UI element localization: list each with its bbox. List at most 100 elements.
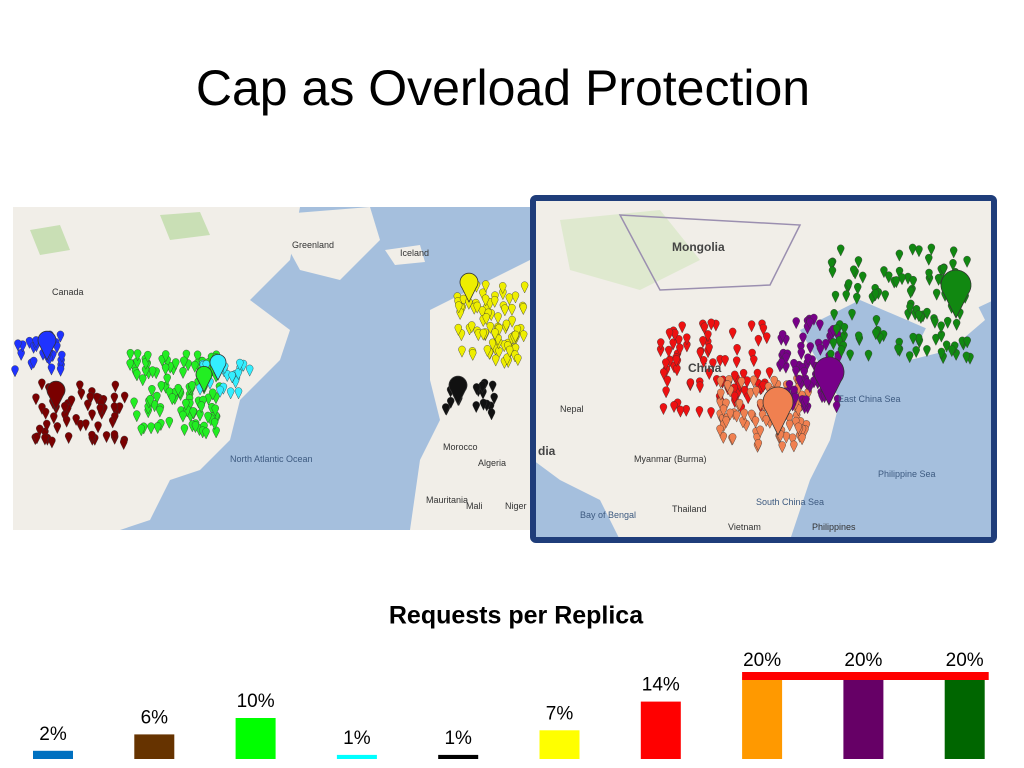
marker	[88, 430, 96, 443]
map-label: Niger	[505, 501, 527, 511]
bar-value-label: 20%	[743, 650, 781, 671]
marker	[754, 334, 763, 347]
marker	[705, 343, 713, 356]
marker	[11, 365, 19, 378]
marker	[14, 339, 22, 352]
marker	[792, 317, 800, 330]
marker	[64, 432, 73, 445]
marker	[717, 388, 725, 401]
marker	[154, 422, 162, 435]
map-label: Bay of Bengal	[580, 510, 636, 520]
replica-markers	[11, 243, 974, 454]
map-label: Myanmar (Burma)	[634, 454, 707, 464]
marker	[737, 376, 746, 389]
marker	[210, 418, 219, 431]
marker	[162, 350, 170, 363]
marker	[704, 330, 712, 343]
marker	[707, 318, 715, 331]
marker	[492, 354, 500, 367]
marker	[228, 371, 236, 384]
marker	[245, 364, 254, 377]
marker	[120, 391, 129, 404]
marker	[172, 358, 180, 371]
marker	[130, 397, 138, 410]
bar-value-label: 14%	[642, 675, 680, 696]
marker	[447, 397, 455, 409]
marker	[180, 424, 189, 437]
marker	[156, 405, 164, 418]
marker	[211, 404, 219, 417]
marker	[785, 380, 794, 392]
marker	[137, 424, 145, 437]
map-label: dia	[538, 444, 556, 458]
marker	[952, 318, 961, 331]
marker	[925, 253, 933, 266]
marker	[494, 312, 502, 325]
marker	[859, 271, 867, 284]
bar	[235, 718, 276, 759]
marker	[147, 422, 155, 435]
marker	[686, 378, 695, 391]
marker	[157, 381, 165, 394]
marker	[716, 424, 724, 437]
map-label: Iceland	[400, 248, 429, 258]
bar	[336, 754, 377, 759]
marker	[747, 320, 756, 333]
marker	[923, 307, 931, 320]
marker	[915, 245, 923, 258]
marker	[931, 316, 939, 329]
marker	[56, 364, 65, 377]
marker-large	[195, 366, 213, 393]
marker	[204, 411, 212, 424]
marker	[794, 422, 803, 435]
marker	[161, 363, 170, 376]
marker	[133, 349, 142, 362]
marker	[895, 249, 904, 262]
marker	[503, 353, 511, 366]
marker	[473, 301, 481, 314]
marker	[491, 295, 499, 308]
marker	[753, 368, 762, 381]
marker	[665, 328, 674, 341]
marker	[700, 322, 709, 335]
marker	[486, 321, 494, 334]
marker	[165, 416, 173, 429]
asia-map	[533, 198, 994, 540]
marker-large	[37, 330, 57, 361]
marker	[683, 333, 691, 346]
bar-value-label: 1%	[444, 728, 472, 749]
marker	[88, 409, 96, 422]
marker	[845, 279, 853, 292]
marker	[871, 289, 880, 302]
marker	[148, 366, 157, 379]
marker	[932, 288, 941, 301]
map-label: Thailand	[672, 504, 707, 514]
marker	[209, 388, 217, 401]
marker	[942, 340, 951, 353]
marker	[513, 324, 522, 337]
marker	[723, 380, 732, 393]
marker	[763, 332, 771, 345]
marker	[93, 392, 101, 405]
marker	[829, 338, 838, 351]
marker	[490, 392, 498, 405]
marker	[729, 327, 737, 340]
marker	[110, 402, 119, 415]
marker	[133, 410, 141, 423]
map-label: Morocco	[443, 442, 478, 452]
marker	[191, 360, 199, 373]
marker	[785, 419, 794, 432]
marker	[482, 313, 490, 326]
marker-large	[448, 375, 468, 406]
map-label: Nepal	[560, 404, 584, 414]
marker	[832, 401, 841, 414]
marker	[189, 407, 197, 420]
marker	[43, 419, 51, 432]
marker	[855, 331, 863, 344]
marker	[934, 273, 943, 286]
marker	[790, 358, 798, 371]
marker	[199, 395, 207, 408]
marker	[892, 276, 901, 289]
marker	[880, 266, 888, 279]
marker	[963, 255, 971, 268]
